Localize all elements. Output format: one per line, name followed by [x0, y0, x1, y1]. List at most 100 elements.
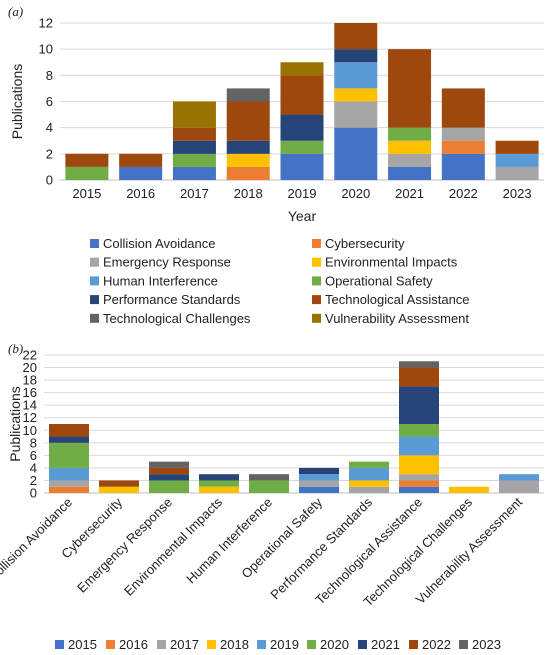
- bar-segment-a: [280, 114, 324, 141]
- x-tick-label: 2017: [180, 186, 209, 201]
- bar-segment-a: [226, 153, 270, 167]
- bar-segment-a: [388, 140, 432, 154]
- bar-segment-b: [349, 461, 389, 468]
- x-tick-label: 2022: [449, 186, 478, 201]
- bar-segment-b: [399, 367, 439, 387]
- y-tick-label: 10: [23, 423, 37, 438]
- bar-segment-a: [334, 88, 378, 102]
- legend-label: Operational Safety: [325, 273, 433, 288]
- bar-segment-a: [65, 166, 109, 180]
- legend-label: 2020: [320, 637, 349, 652]
- x-tick-label: 2019: [288, 186, 317, 201]
- legend-label: Technological Challenges: [103, 311, 251, 326]
- bar-segment-b: [399, 486, 439, 493]
- x-axis-title: Year: [288, 208, 317, 224]
- x-tick-label: 2015: [72, 186, 101, 201]
- x-tick-label: Emergency Response: [74, 495, 175, 596]
- panel-label: (a): [8, 4, 23, 19]
- bar-segment-a: [226, 140, 270, 154]
- legend-label: Technological Assistance: [325, 292, 470, 307]
- y-tick-label: 20: [23, 360, 37, 375]
- bar-segment-a: [334, 49, 378, 63]
- bar-segment-b: [199, 480, 239, 487]
- bar-segment-a: [334, 101, 378, 128]
- bar-segment-a: [172, 127, 216, 141]
- legend-label: 2015: [68, 637, 97, 652]
- x-tick-label: 2018: [234, 186, 263, 201]
- legend-swatch: [312, 313, 321, 323]
- y-tick-label: 6: [46, 94, 53, 109]
- bar-segment-a: [495, 166, 539, 180]
- legend-label: Human Interference: [103, 273, 218, 288]
- y-tick-label: 14: [23, 398, 37, 413]
- bar-segment-a: [226, 88, 270, 102]
- bar-segment-b: [49, 442, 89, 468]
- bar-segment-a: [441, 88, 485, 128]
- bar-segment-a: [172, 166, 216, 180]
- bar-segment-b: [49, 480, 89, 487]
- legend-swatch: [257, 640, 266, 649]
- legend-swatch: [459, 640, 468, 649]
- bar-segment-b: [499, 474, 539, 481]
- bar-segment-b: [399, 480, 439, 487]
- bar-segment-b: [399, 455, 439, 475]
- bar-segment-b: [49, 467, 89, 481]
- legend-label: 2019: [270, 637, 299, 652]
- bar-segment-b: [449, 486, 489, 493]
- bar-segment-a: [280, 153, 324, 180]
- legend-swatch: [312, 295, 321, 305]
- y-tick-label: 0: [46, 173, 53, 188]
- x-tick-label: 2021: [395, 186, 424, 201]
- legend-label: 2023: [472, 637, 501, 652]
- x-tick-label: 2020: [341, 186, 370, 201]
- bar-segment-b: [49, 436, 89, 443]
- bar-segment-b: [299, 480, 339, 487]
- legend-swatch: [55, 640, 64, 649]
- x-tick-label: Environmental Impacts: [121, 494, 225, 598]
- bar-segment-a: [495, 140, 539, 154]
- bar-segment-a: [441, 153, 485, 180]
- bar-segment-b: [149, 467, 189, 475]
- bar-segment-b: [499, 480, 539, 493]
- bar-segment-b: [199, 486, 239, 493]
- bar-segment-a: [388, 49, 432, 128]
- legend-swatch: [312, 239, 321, 248]
- bar-segment-b: [149, 474, 189, 481]
- y-tick-label: 8: [30, 435, 37, 450]
- legend-swatch: [409, 640, 418, 649]
- y-tick-label: 12: [39, 16, 53, 31]
- legend-swatch: [307, 640, 316, 649]
- legend-swatch: [207, 640, 216, 649]
- x-tick-label: 2016: [126, 186, 155, 201]
- bar-segment-b: [99, 480, 139, 487]
- y-axis-title: Publications: [7, 386, 23, 462]
- chart-panel-a: (a) 0 2 4 6 8 10 12 Publications 2015 2016 2017 2018…: [8, 4, 544, 326]
- bar-segment-a: [280, 75, 324, 115]
- bar-segment-a: [172, 140, 216, 154]
- bar-segment-a: [280, 62, 324, 76]
- bar-segment-b: [299, 486, 339, 493]
- y-tick-label: 10: [39, 42, 53, 57]
- legend-label: 2016: [119, 637, 148, 652]
- bar-segment-b: [299, 474, 339, 481]
- bar-segment-a: [172, 153, 216, 167]
- y-tick-label: 16: [23, 385, 37, 400]
- legend-swatch: [90, 257, 99, 267]
- legend-swatch: [90, 295, 99, 305]
- x-tick-label: 2023: [503, 186, 532, 201]
- bar-segment-a: [441, 127, 485, 141]
- bar-segment-a: [226, 166, 270, 180]
- y-tick-label: 4: [30, 460, 37, 475]
- legend-swatch: [90, 276, 99, 286]
- legend-label: Performance Standards: [103, 292, 241, 307]
- y-tick-label: 22: [23, 348, 37, 363]
- bar-segment-b: [149, 480, 189, 493]
- y-tick-label: 4: [46, 120, 53, 135]
- y-tick-label: 0: [30, 486, 37, 501]
- legend-swatch: [312, 276, 321, 286]
- bar-segment-a: [441, 140, 485, 154]
- bar-segment-b: [349, 467, 389, 481]
- bar-segment-b: [399, 386, 439, 424]
- x-tick-label: Collision Avoidance: [0, 495, 75, 585]
